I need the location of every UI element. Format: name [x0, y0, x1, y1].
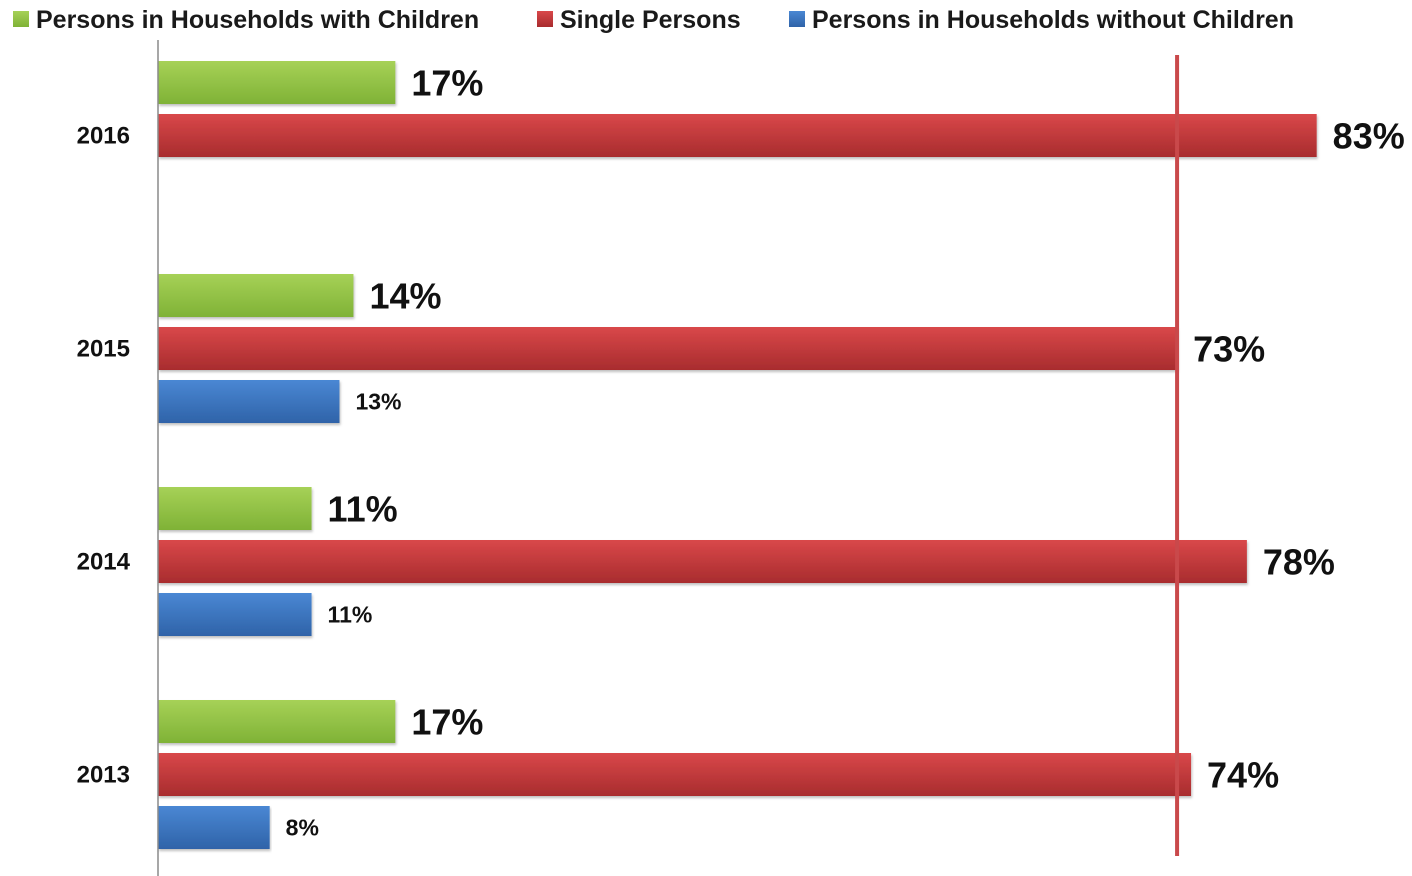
bar-2-2015 — [158, 380, 340, 423]
legend-swatch-1 — [537, 11, 553, 27]
bar-2-2014 — [158, 593, 312, 636]
bar-0-2015 — [158, 274, 354, 317]
bars — [158, 61, 1317, 849]
data-label-0-2014: 11% — [328, 489, 398, 530]
data-label-2-2014: 11% — [328, 602, 373, 628]
bar-1-2013 — [158, 753, 1192, 796]
bar-1-2014 — [158, 540, 1247, 583]
category-labels: 2016 2015 2014 2013 — [77, 123, 131, 789]
bar-0-2013 — [158, 700, 396, 743]
category-label-2013: 2013 — [77, 762, 130, 789]
legend-label-0: Persons in Households with Children — [36, 6, 479, 34]
bar-1-2015 — [158, 327, 1178, 370]
bar-1-2016 — [158, 114, 1317, 157]
legend-swatch-0 — [13, 11, 29, 27]
category-label-2014: 2014 — [77, 549, 131, 576]
data-label-1-2016: 83% — [1333, 116, 1405, 157]
data-label-1-2015: 73% — [1193, 329, 1265, 370]
data-label-0-2015: 14% — [369, 276, 441, 317]
data-label-0-2013: 17% — [411, 702, 483, 743]
legend: Persons in Households with Children Singl… — [13, 6, 1294, 34]
legend-label-1: Single Persons — [560, 6, 741, 34]
legend-swatch-2 — [789, 11, 805, 27]
data-label-1-2014: 78% — [1263, 542, 1335, 583]
bar-0-2014 — [158, 487, 312, 530]
data-label-2-2015: 13% — [355, 389, 401, 415]
data-labels: 17% 14% 11% 17% 83% 73% 78% 74% 13% 11% 8% — [286, 63, 1405, 841]
data-label-1-2013: 74% — [1207, 755, 1279, 796]
bar-2-2013 — [158, 806, 270, 849]
bar-0-2016 — [158, 61, 396, 104]
data-label-0-2016: 17% — [411, 63, 483, 104]
category-label-2015: 2015 — [77, 336, 130, 363]
data-label-2-2013: 8% — [286, 815, 319, 841]
legend-label-2: Persons in Households without Children — [812, 6, 1294, 34]
category-label-2016: 2016 — [77, 123, 130, 150]
